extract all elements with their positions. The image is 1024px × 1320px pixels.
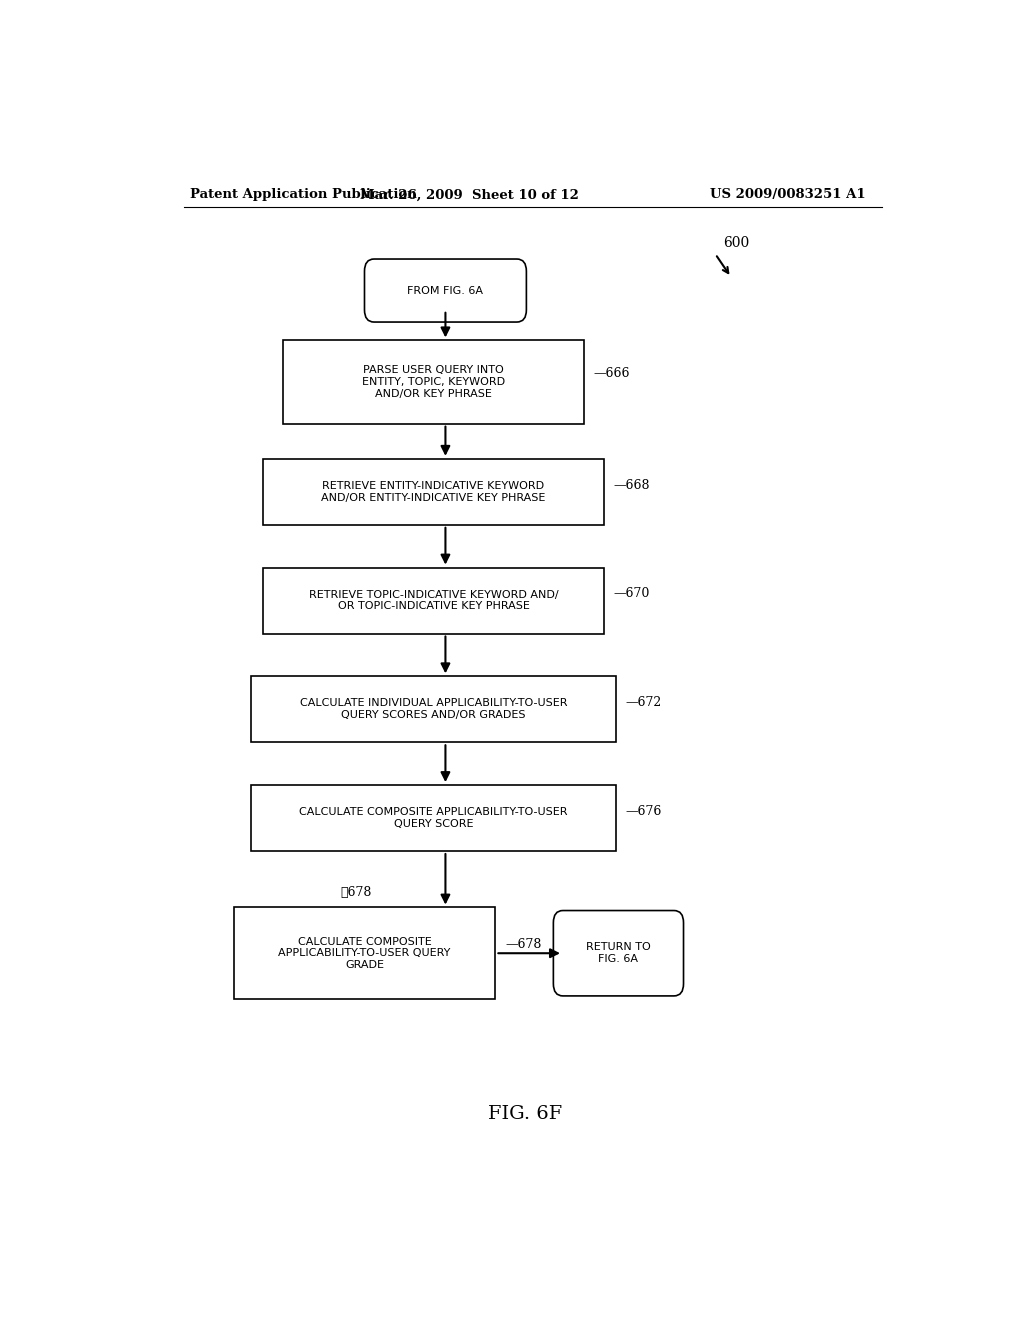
Text: PARSE USER QUERY INTO
ENTITY, TOPIC, KEYWORD
AND/OR KEY PHRASE: PARSE USER QUERY INTO ENTITY, TOPIC, KEY… (361, 366, 505, 399)
Text: FROM FIG. 6A: FROM FIG. 6A (408, 285, 483, 296)
Text: Patent Application Publication: Patent Application Publication (189, 189, 417, 202)
Text: Mar. 26, 2009  Sheet 10 of 12: Mar. 26, 2009 Sheet 10 of 12 (359, 189, 579, 202)
Text: RETURN TO
FIG. 6A: RETURN TO FIG. 6A (586, 942, 651, 964)
Text: ❴678: ❴678 (341, 886, 373, 899)
Text: RETRIEVE ENTITY-INDICATIVE KEYWORD
AND/OR ENTITY-INDICATIVE KEY PHRASE: RETRIEVE ENTITY-INDICATIVE KEYWORD AND/O… (322, 480, 546, 503)
Bar (263, 568, 604, 634)
Text: —668: —668 (613, 479, 650, 491)
FancyBboxPatch shape (365, 259, 526, 322)
Text: 600: 600 (723, 236, 750, 249)
Text: —676: —676 (626, 805, 662, 818)
Bar (263, 459, 604, 525)
Text: —666: —666 (594, 367, 631, 380)
Text: CALCULATE COMPOSITE APPLICABILITY-TO-USER
QUERY SCORE: CALCULATE COMPOSITE APPLICABILITY-TO-USE… (299, 808, 567, 829)
Text: FIG. 6F: FIG. 6F (487, 1105, 562, 1123)
Bar (283, 341, 585, 424)
Text: —678: —678 (505, 937, 542, 950)
Text: CALCULATE COMPOSITE
APPLICABILITY-TO-USER QUERY
GRADE: CALCULATE COMPOSITE APPLICABILITY-TO-USE… (279, 937, 451, 970)
Text: CALCULATE INDIVIDUAL APPLICABILITY-TO-USER
QUERY SCORES AND/OR GRADES: CALCULATE INDIVIDUAL APPLICABILITY-TO-US… (300, 698, 567, 721)
FancyBboxPatch shape (553, 911, 684, 995)
Text: —672: —672 (626, 696, 662, 709)
Bar (251, 676, 616, 742)
Bar (233, 907, 496, 999)
Bar (251, 785, 616, 851)
Text: US 2009/0083251 A1: US 2009/0083251 A1 (711, 189, 866, 202)
Text: —670: —670 (613, 587, 650, 601)
Text: RETRIEVE TOPIC-INDICATIVE KEYWORD AND/
OR TOPIC-INDICATIVE KEY PHRASE: RETRIEVE TOPIC-INDICATIVE KEYWORD AND/ O… (308, 590, 558, 611)
